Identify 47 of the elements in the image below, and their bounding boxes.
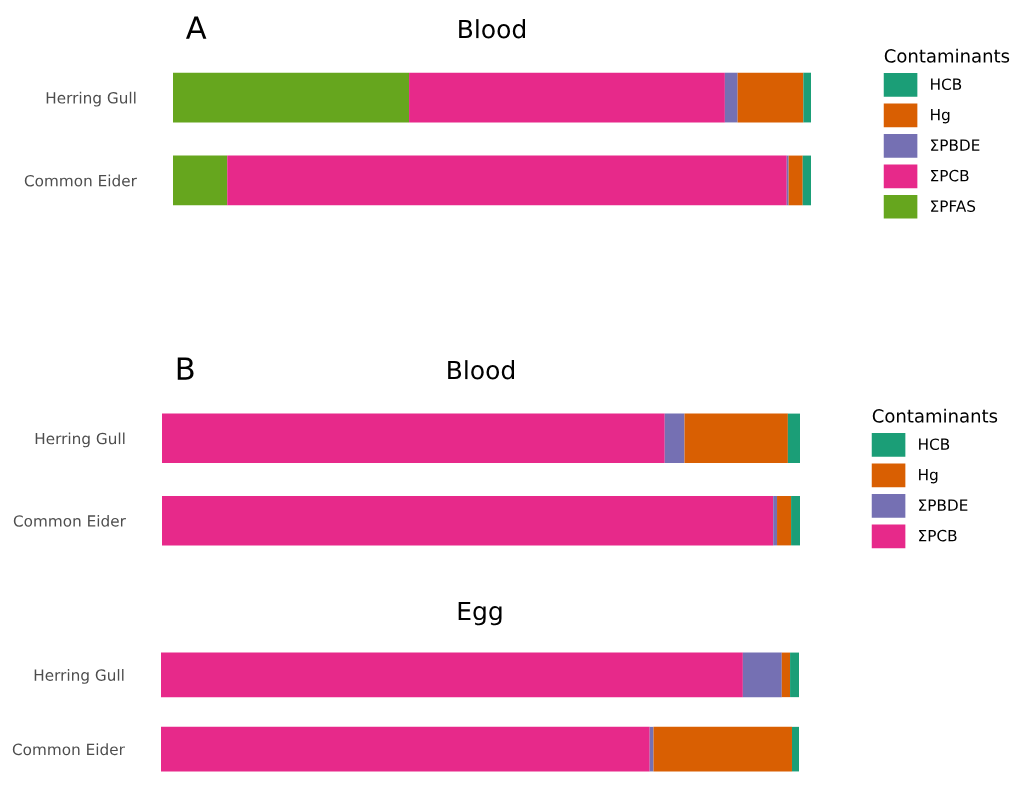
bar [737, 72, 804, 123]
legend-label: HCB [931, 78, 962, 90]
bar [664, 413, 685, 464]
bar [161, 726, 650, 772]
bar [742, 652, 782, 698]
y-tick-label: Common Eider [12, 743, 125, 756]
legend-title: Contaminants [884, 48, 1010, 63]
text: A [186, 16, 207, 39]
bar [684, 413, 788, 464]
bar [802, 155, 811, 206]
legend-label: ΣPBDE [931, 139, 980, 151]
legend-label: HCB [919, 438, 950, 450]
y-tick-label: Herring Gull [35, 432, 125, 448]
bar [803, 72, 811, 123]
y-tick-label: Common Eider [13, 514, 126, 527]
bar [724, 72, 738, 123]
bar [791, 726, 799, 772]
chart-title: Blood [448, 360, 514, 380]
y-tick-label: Herring Gull [46, 91, 136, 107]
bar [173, 72, 410, 123]
legend-label: ΣPFAS [931, 200, 976, 212]
bar [781, 652, 791, 698]
bar [649, 726, 654, 772]
bar [162, 495, 774, 546]
bar [790, 652, 799, 698]
bar [791, 495, 800, 546]
chart-title: Egg [458, 601, 502, 626]
bar [788, 155, 803, 206]
y-tick-label: Herring Gull [34, 669, 124, 684]
legend-title: Contaminants [872, 408, 998, 423]
y-tick-label: Common Eider [24, 174, 137, 187]
legend-label: Hg [919, 469, 938, 484]
legend-label: Hg [931, 109, 950, 124]
bar [173, 155, 228, 206]
legend-label: ΣPCB [931, 169, 969, 182]
bar [773, 495, 778, 546]
bar [161, 652, 743, 698]
legend-label: ΣPCB [919, 529, 957, 542]
bar [777, 495, 792, 546]
chart-title: Blood [459, 19, 525, 39]
bar [787, 413, 800, 464]
bar [409, 72, 725, 123]
bar [653, 726, 792, 772]
text: B [177, 357, 194, 380]
legend-label: ΣPBDE [919, 499, 968, 511]
bar [227, 155, 787, 206]
bar [162, 413, 665, 464]
